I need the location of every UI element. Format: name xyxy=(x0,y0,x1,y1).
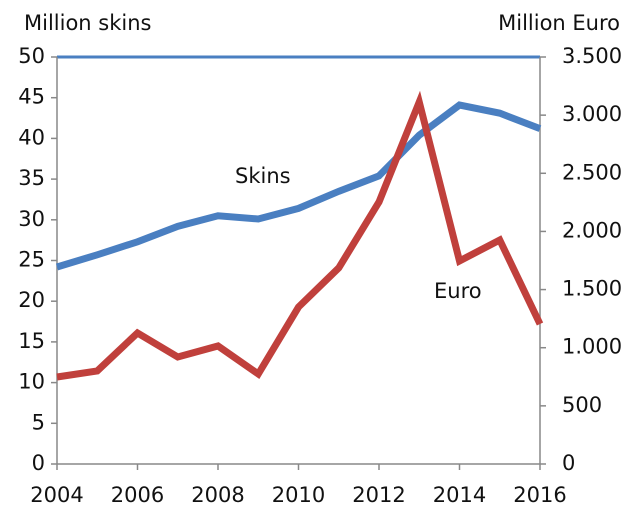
y2-tick-label: 0 xyxy=(562,451,575,475)
x-tick-label: 2004 xyxy=(30,483,83,507)
series-line xyxy=(56,90,544,381)
y-tick-label: 45 xyxy=(18,85,45,109)
y-tick-label: 20 xyxy=(18,288,45,312)
x-tick-label: 2016 xyxy=(513,483,566,507)
y2-tick-label: 3.500 xyxy=(562,44,622,68)
y2-tick-label: 2.000 xyxy=(562,218,622,242)
y-tick-label: 5 xyxy=(32,410,45,434)
x-tick-label: 2008 xyxy=(191,483,244,507)
y2-tick-label: 1.500 xyxy=(562,277,622,301)
annotation: Skins xyxy=(235,164,291,188)
y-tick-label: 25 xyxy=(18,248,45,272)
annotation: Euro xyxy=(434,279,482,303)
y2-tick-label: 2.500 xyxy=(562,160,622,184)
x-tick-label: 2014 xyxy=(433,483,486,507)
y-tick-label: 15 xyxy=(18,329,45,353)
y2-tick-label: 500 xyxy=(562,393,602,417)
x-tick-label: 2006 xyxy=(111,483,164,507)
x-tick-label: 2010 xyxy=(272,483,325,507)
y2-axis-label: Million Euro xyxy=(498,11,620,35)
y-axis-label: Million skins xyxy=(24,11,151,35)
y2-tick-label: 1.000 xyxy=(562,335,622,359)
y-tick-label: 35 xyxy=(18,166,45,190)
x-tick-label: 2012 xyxy=(352,483,405,507)
y2-tick-label: 3.000 xyxy=(562,102,622,126)
y-tick-label: 0 xyxy=(32,451,45,475)
y-tick-label: 30 xyxy=(18,207,45,231)
y-tick-label: 50 xyxy=(18,44,45,68)
y-tick-label: 10 xyxy=(18,370,45,394)
series-line xyxy=(55,101,542,271)
y-tick-label: 40 xyxy=(18,125,45,149)
